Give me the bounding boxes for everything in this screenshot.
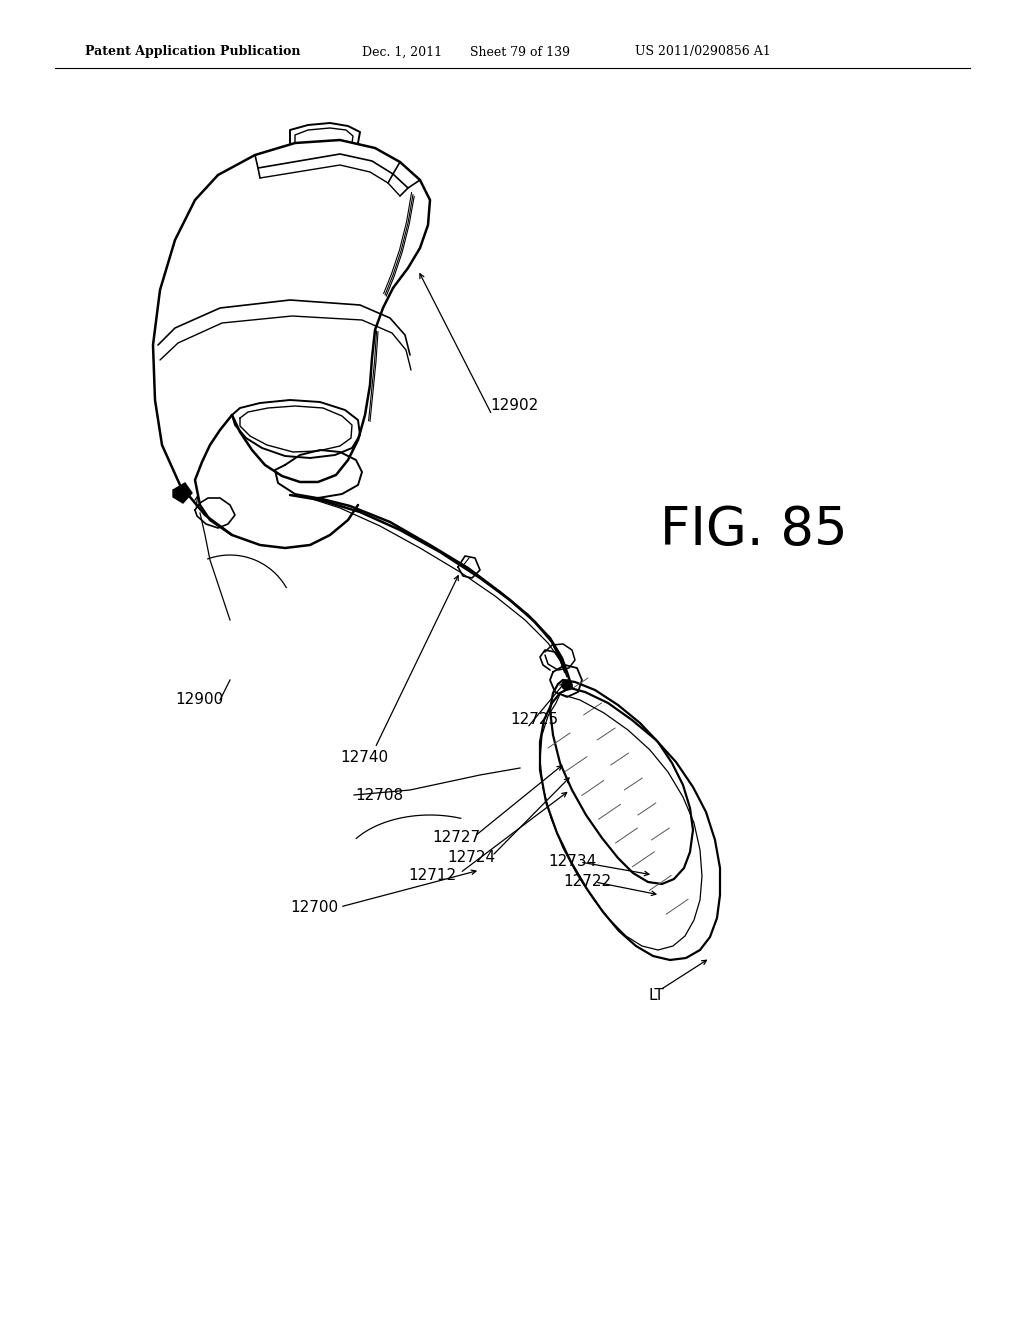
Text: FIG. 85: FIG. 85 — [660, 504, 848, 556]
Text: 12700: 12700 — [290, 900, 338, 916]
Text: LT: LT — [648, 987, 664, 1002]
Text: Dec. 1, 2011: Dec. 1, 2011 — [362, 45, 442, 58]
Text: 12722: 12722 — [563, 874, 611, 890]
Polygon shape — [173, 483, 193, 503]
Text: 12708: 12708 — [355, 788, 403, 803]
Circle shape — [562, 680, 572, 690]
Text: 12712: 12712 — [408, 867, 456, 883]
Text: 12902: 12902 — [490, 397, 539, 412]
Text: Patent Application Publication: Patent Application Publication — [85, 45, 300, 58]
Text: Sheet 79 of 139: Sheet 79 of 139 — [470, 45, 570, 58]
Text: 12740: 12740 — [340, 751, 388, 766]
Text: 12727: 12727 — [432, 830, 480, 846]
Text: 12724: 12724 — [447, 850, 496, 866]
Text: US 2011/0290856 A1: US 2011/0290856 A1 — [635, 45, 771, 58]
Text: 12734: 12734 — [548, 854, 596, 870]
Text: 12725: 12725 — [510, 713, 558, 727]
Text: 12900: 12900 — [175, 693, 223, 708]
